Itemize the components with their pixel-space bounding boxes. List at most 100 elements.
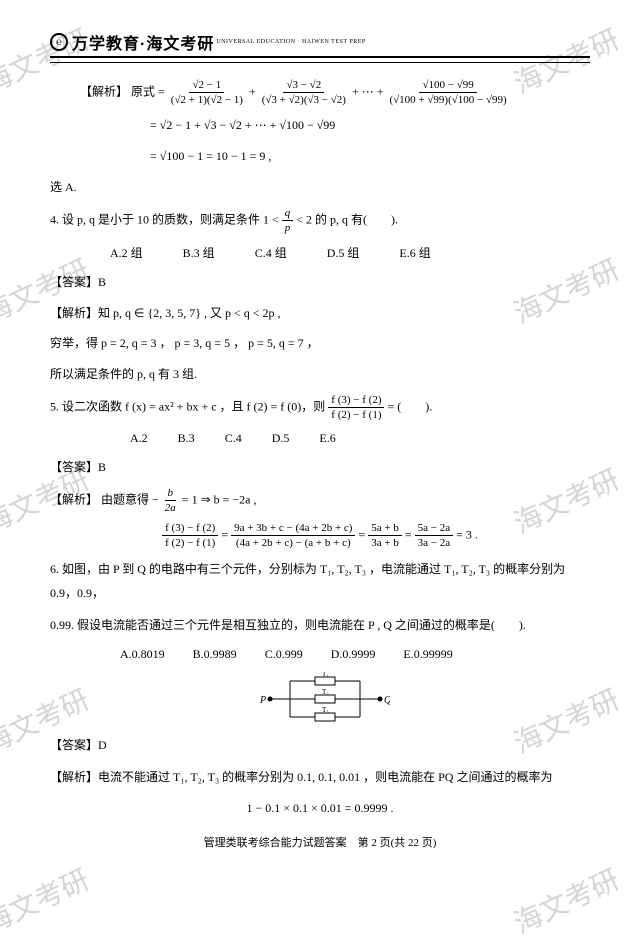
svg-text:T₁: T₁: [322, 672, 329, 678]
frac-num: 5a − 2a: [415, 522, 453, 536]
answer-tag: 【答案】: [50, 275, 98, 289]
page-header: ℮ 万学教育·海文考研 UNIVERSAL EDUCATION · HAIWEN…: [50, 30, 590, 58]
dots: + ⋯ +: [352, 84, 384, 98]
frac-den: p: [282, 221, 294, 234]
q6-sol1: 电流不能通过 T₁, T₂, T₃ 的概率分别为 0.1, 0.1, 0.01 …: [98, 770, 552, 784]
eq-frac-r1: 5a + b 3a + b: [368, 522, 402, 549]
frac-num: 5a + b: [368, 522, 402, 536]
frac-num: √3 − √2: [283, 79, 324, 93]
option-c: C.4 组: [255, 244, 287, 261]
q4-sol1: 知 p, q ∈ {2, 3, 5, 7} , 又 p < q < 2p ,: [98, 306, 281, 320]
frac-den: f (2) − f (1): [162, 536, 218, 549]
q3-answer-choice: 选 A.: [50, 176, 590, 199]
option-e: E.6 组: [399, 244, 430, 261]
page-content: ℮ 万学教育·海文考研 UNIVERSAL EDUCATION · HAIWEN…: [0, 0, 640, 870]
header-underline: [50, 62, 590, 63]
frac-den: (√100 + √99)(√100 − √99): [386, 93, 509, 106]
answer-tag: 【答案】: [50, 738, 98, 752]
eq-equals: =: [358, 527, 368, 541]
frac-den: (√3 + √2)(√3 − √2): [259, 93, 349, 106]
answer-tag: 【答案】: [50, 460, 98, 474]
watermark-text: 海文考研: [507, 858, 625, 942]
q4-solution-2: 穷举，得 p = 2, q = 3 ， p = 3, q = 5 ， p = 5…: [50, 332, 590, 355]
frac-den: (4a + 2b + c) − (a + b + c): [233, 536, 354, 549]
q5-answer: 【答案】B: [50, 456, 590, 479]
eq-end: = 3 .: [456, 527, 478, 541]
option-e: E.0.99999: [403, 647, 452, 662]
page-footer: 管理类联考综合能力试题答案 第 2 页(共 22 页): [50, 834, 590, 850]
brand-subtitle: UNIVERSAL EDUCATION · HAIWEN TEST PREP: [216, 39, 365, 45]
frac-num: q: [282, 207, 294, 221]
eq-frac-l: f (3) − f (2) f (2) − f (1): [162, 522, 218, 549]
option-d: D.5: [272, 431, 290, 446]
option-a: A.2 组: [110, 244, 143, 261]
option-d: D.5 组: [327, 244, 360, 261]
eq-frac-m: 9a + 3b + c − (4a + 2b + c) (4a + 2b + c…: [231, 522, 355, 549]
option-e: E.6: [319, 431, 335, 446]
q5-solution-lead: 【解析】 由题意得 − b 2a = 1 ⇒ b = −2a ,: [50, 487, 590, 514]
q3-solution-line3: = √100 − 1 = 10 − 1 = 9 ,: [50, 145, 590, 168]
answer-value: D: [98, 738, 107, 752]
q5-stem-a: 5. 设二次函数 f (x) = ax² + bx + c ，且 f (2) =…: [50, 399, 325, 413]
option-c: C.4: [225, 431, 242, 446]
option-d: D.0.9999: [331, 647, 376, 662]
q5-sol-frac: b 2a: [162, 487, 179, 514]
option-b: B.0.9989: [193, 647, 237, 662]
q6-answer: 【答案】D: [50, 734, 590, 757]
circuit-diagram: P Q T₁ T₂ T₃: [260, 672, 380, 726]
q4-solution-1: 【解析】知 p, q ∈ {2, 3, 5, 7} , 又 p < q < 2p…: [50, 302, 590, 325]
frac-num: √2 − 1: [189, 79, 224, 93]
plus: +: [249, 84, 259, 98]
logo-icon: ℮: [50, 33, 68, 51]
solution-tag: 【解析】: [50, 770, 98, 784]
q3-frac3: √100 − √99 (√100 + √99)(√100 − √99): [386, 79, 509, 106]
svg-text:T₃: T₃: [322, 706, 329, 714]
q3-lead: 原式 =: [131, 84, 165, 98]
frac-num: √100 − √99: [419, 79, 476, 93]
frac-num: b: [165, 487, 177, 501]
option-c: C.0.999: [265, 647, 303, 662]
option-a: A.2: [130, 431, 148, 446]
q4-stem-b: < 2 的 p, q 有( ).: [296, 212, 398, 226]
q5-frac: f (3) − f (2) f (2) − f (1): [328, 394, 384, 421]
q5-stem-b: = ( ).: [387, 399, 432, 413]
q5-sol-tail: = 1 ⇒ b = −2a ,: [182, 492, 257, 506]
watermark-text: 海文考研: [0, 858, 95, 942]
q6-equation: 1 − 0.1 × 0.1 × 0.01 = 0.9999 .: [50, 797, 590, 820]
q3-solution-line2: = √2 − 1 + √3 − √2 + ⋯ + √100 − √99: [50, 114, 590, 137]
q5-stem: 5. 设二次函数 f (x) = ax² + bx + c ，且 f (2) =…: [50, 394, 590, 421]
svg-text:P: P: [260, 695, 266, 706]
frac-num: 9a + 3b + c − (4a + 2b + c): [231, 522, 355, 536]
frac-den: 3a − 2a: [415, 536, 453, 549]
q4-solution-3: 所以满足条件的 p, q 有 3 组.: [50, 363, 590, 386]
eq-equals: =: [221, 527, 231, 541]
q4-options: A.2 组 B.3 组 C.4 组 D.5 组 E.6 组: [50, 244, 590, 261]
option-a: A.0.8019: [120, 647, 165, 662]
eq-frac-r2: 5a − 2a 3a − 2a: [415, 522, 453, 549]
solution-tag: 【解析】: [50, 306, 98, 320]
q4-stem: 4. 设 p, q 是小于 10 的质数，则满足条件 1 < q p < 2 的…: [50, 207, 590, 234]
frac-den: 3a + b: [368, 536, 402, 549]
option-b: B.3: [178, 431, 195, 446]
q3-frac2: √3 − √2 (√3 + √2)(√3 − √2): [259, 79, 349, 106]
q3-solution-line1: 【解析】 原式 = √2 − 1 (√2 + 1)(√2 − 1) + √3 −…: [50, 79, 590, 106]
frac-num: f (3) − f (2): [162, 522, 218, 536]
q4-stem-a: 4. 设 p, q 是小于 10 的质数，则满足条件 1 <: [50, 212, 279, 226]
frac-den: 2a: [162, 501, 179, 514]
q6-options: A.0.8019 B.0.9989 C.0.999 D.0.9999 E.0.9…: [50, 647, 590, 662]
svg-text:Q: Q: [384, 695, 390, 706]
eq-equals: =: [405, 527, 415, 541]
answer-value: B: [98, 460, 106, 474]
q5-sol-lead: 由题意得 −: [101, 492, 159, 506]
q6-solution-1: 【解析】电流不能通过 T₁, T₂, T₃ 的概率分别为 0.1, 0.1, 0…: [50, 765, 590, 789]
frac-den: (√2 + 1)(√2 − 1): [168, 93, 246, 106]
q3-frac1: √2 − 1 (√2 + 1)(√2 − 1): [168, 79, 246, 106]
brand-title: 万学教育·海文考研: [72, 30, 214, 54]
frac-num: f (3) − f (2): [328, 394, 384, 408]
solution-tag: 【解析】: [80, 84, 128, 98]
q5-options: A.2 B.3 C.4 D.5 E.6: [50, 431, 590, 446]
q6-stem-1: 6. 如图，由 P 到 Q 的电路中有三个元件，分别标为 T₁, T₂, T₃ …: [50, 557, 590, 605]
svg-text:T₂: T₂: [322, 688, 329, 696]
frac-den: f (2) − f (1): [328, 408, 384, 421]
option-b: B.3 组: [183, 244, 215, 261]
